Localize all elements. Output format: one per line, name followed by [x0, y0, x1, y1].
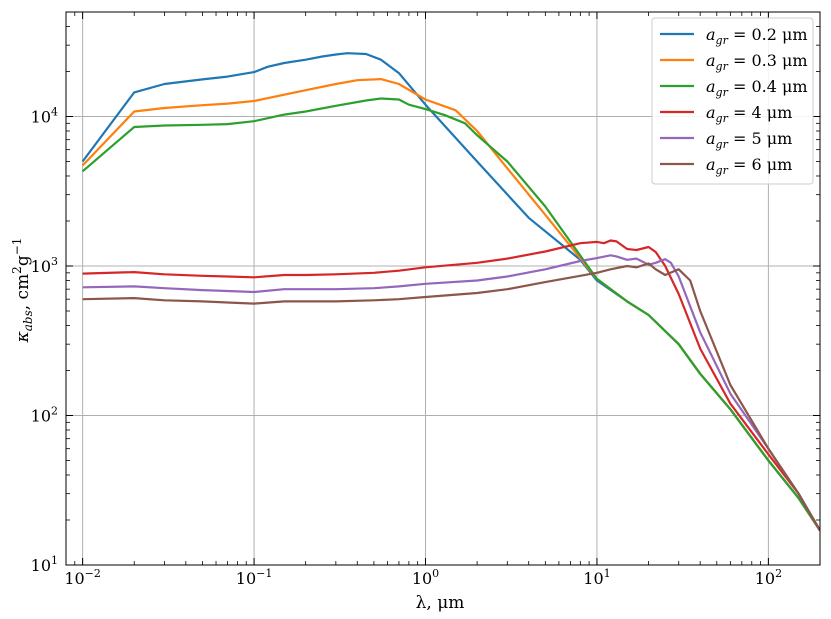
x-axis-label: λ, μm [416, 593, 465, 613]
legend-label-2: agr = 0.4 μm [706, 77, 808, 99]
series-lines [81, 52, 820, 532]
legend-label-5: agr = 6 μm [706, 155, 792, 177]
x-tick-label: 10−2 [64, 567, 101, 588]
plot-frame [65, 11, 821, 566]
series-line-3 [82, 239, 820, 532]
x-tick-label: 102 [755, 567, 782, 588]
minor-ticks [66, 12, 820, 565]
y-axis-label: κabs, cm2g−1 [10, 238, 35, 344]
legend-label-1: agr = 0.3 μm [706, 51, 808, 73]
y-tick-labels: 101 102 103 104 [31, 105, 58, 575]
x-tick-labels: 10−2 10−1 100 101 102 [64, 567, 782, 588]
y-tick-label: 104 [31, 105, 58, 126]
x-tick-label: 10−1 [236, 567, 273, 588]
legend: agr = 0.2 μm agr = 0.3 μm agr = 0.4 μm agr … [651, 17, 814, 185]
y-tick-label: 103 [31, 255, 58, 276]
x-tick-label: 101 [583, 567, 610, 588]
y-tick-label: 102 [31, 404, 58, 425]
series-line-2 [81, 97, 820, 532]
series-line-4 [82, 254, 820, 532]
y-tick-label: 101 [31, 554, 58, 575]
x-tick-label: 100 [412, 567, 439, 588]
legend-label-0: agr = 0.2 μm [706, 25, 808, 47]
legend-label-4: agr = 5 μm [706, 129, 792, 151]
legend-label-3: agr = 4 μm [706, 103, 792, 125]
series-line-5 [82, 262, 820, 532]
